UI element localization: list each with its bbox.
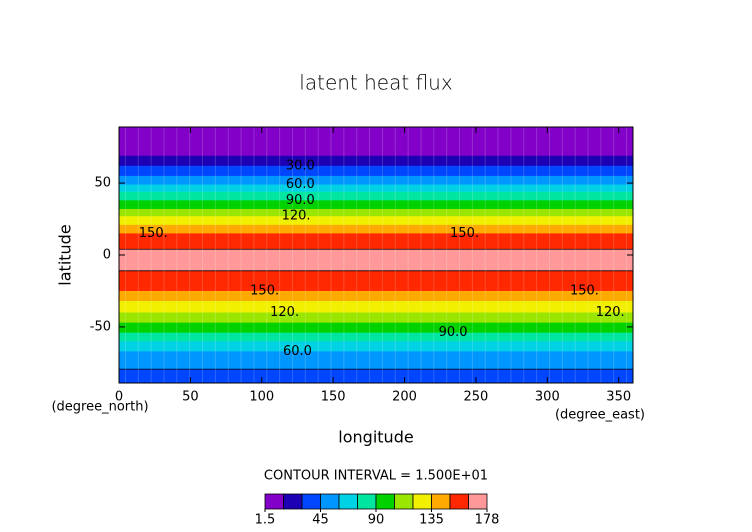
flux-band — [119, 127, 633, 141]
x-tick-label: 0 — [115, 390, 123, 405]
chart-title: latent heat flux — [299, 71, 452, 95]
contour-interval: CONTOUR INTERVAL = 1.500E+01 — [264, 469, 488, 484]
x-tick-label: 250 — [464, 390, 489, 405]
contour-label: 90.0 — [439, 325, 468, 340]
contour-label: 60.0 — [286, 177, 315, 192]
flux-band — [119, 351, 633, 364]
colorbar-tick-label: 135 — [419, 513, 444, 528]
flux-band — [119, 362, 633, 370]
flux-band — [119, 322, 633, 334]
y-tick-label: 50 — [94, 176, 111, 191]
flux-band — [119, 155, 633, 163]
contour-label: 90.0 — [286, 193, 315, 208]
flux-band — [119, 280, 633, 292]
x-tick-label: 200 — [392, 390, 417, 405]
flux-band — [119, 208, 633, 217]
flux-band — [119, 249, 633, 256]
colorbar-tick-label: 45 — [312, 513, 329, 528]
flux-band — [119, 270, 633, 282]
colorbar-box — [264, 493, 284, 510]
flux-band — [119, 191, 633, 201]
colorbar-box — [357, 493, 377, 510]
colorbar-box — [283, 493, 303, 510]
x-axis-label: longitude — [338, 428, 413, 447]
contour-label: 150. — [250, 283, 279, 298]
x-tick-label: 350 — [606, 390, 631, 405]
flux-band — [119, 224, 633, 235]
contour-label: 150. — [139, 226, 168, 241]
flux-band — [119, 312, 633, 324]
contour-label: 120. — [282, 209, 311, 224]
contour-label: 30.0 — [286, 158, 315, 173]
contour-label: 120. — [596, 305, 625, 320]
colorbar-box — [449, 493, 469, 510]
contour-label: 150. — [450, 226, 479, 241]
flux-band — [119, 175, 633, 186]
flux-band — [119, 372, 633, 384]
flux-band — [119, 139, 633, 153]
contour-label: 60.0 — [283, 344, 312, 359]
flux-band — [119, 243, 633, 250]
flux-band — [119, 301, 633, 314]
colorbar-box — [301, 493, 321, 510]
flux-band — [119, 165, 633, 177]
flux-band — [119, 216, 633, 226]
y-axis-label: latitude — [56, 224, 75, 285]
flux-band — [119, 290, 633, 302]
colorbar-tick-label: 1.5 — [255, 513, 276, 528]
flux-band — [119, 269, 633, 272]
contour-label: 120. — [270, 305, 299, 320]
colorbar-box — [375, 493, 395, 510]
y-tick-label: 0 — [103, 248, 111, 263]
colorbar-box — [431, 493, 451, 510]
y-tick-label: -50 — [90, 319, 111, 334]
colorbar-box — [394, 493, 414, 510]
flux-band — [119, 151, 633, 157]
flux-band — [119, 233, 633, 245]
colorbar-tick-label: 90 — [368, 513, 385, 528]
x-tick-label: 50 — [182, 390, 199, 405]
flux-band — [119, 341, 633, 352]
colorbar-box — [338, 493, 358, 510]
x-tick-label: 300 — [535, 390, 560, 405]
contour-label: 150. — [570, 283, 599, 298]
flux-band — [119, 255, 633, 270]
x-unit: (degree_east) — [555, 408, 645, 423]
y-unit: (degree_north) — [51, 400, 148, 415]
colorbar-tick-label: 178 — [475, 513, 500, 528]
x-tick-label: 150 — [321, 390, 346, 405]
flux-band — [119, 200, 633, 210]
flux-band — [119, 369, 633, 374]
flux-band — [119, 184, 633, 193]
colorbar-box — [412, 493, 432, 510]
x-tick-label: 100 — [249, 390, 274, 405]
colorbar-box — [320, 493, 340, 510]
flux-band — [119, 161, 633, 167]
flux-band — [119, 332, 633, 342]
colorbar-box — [468, 493, 488, 510]
